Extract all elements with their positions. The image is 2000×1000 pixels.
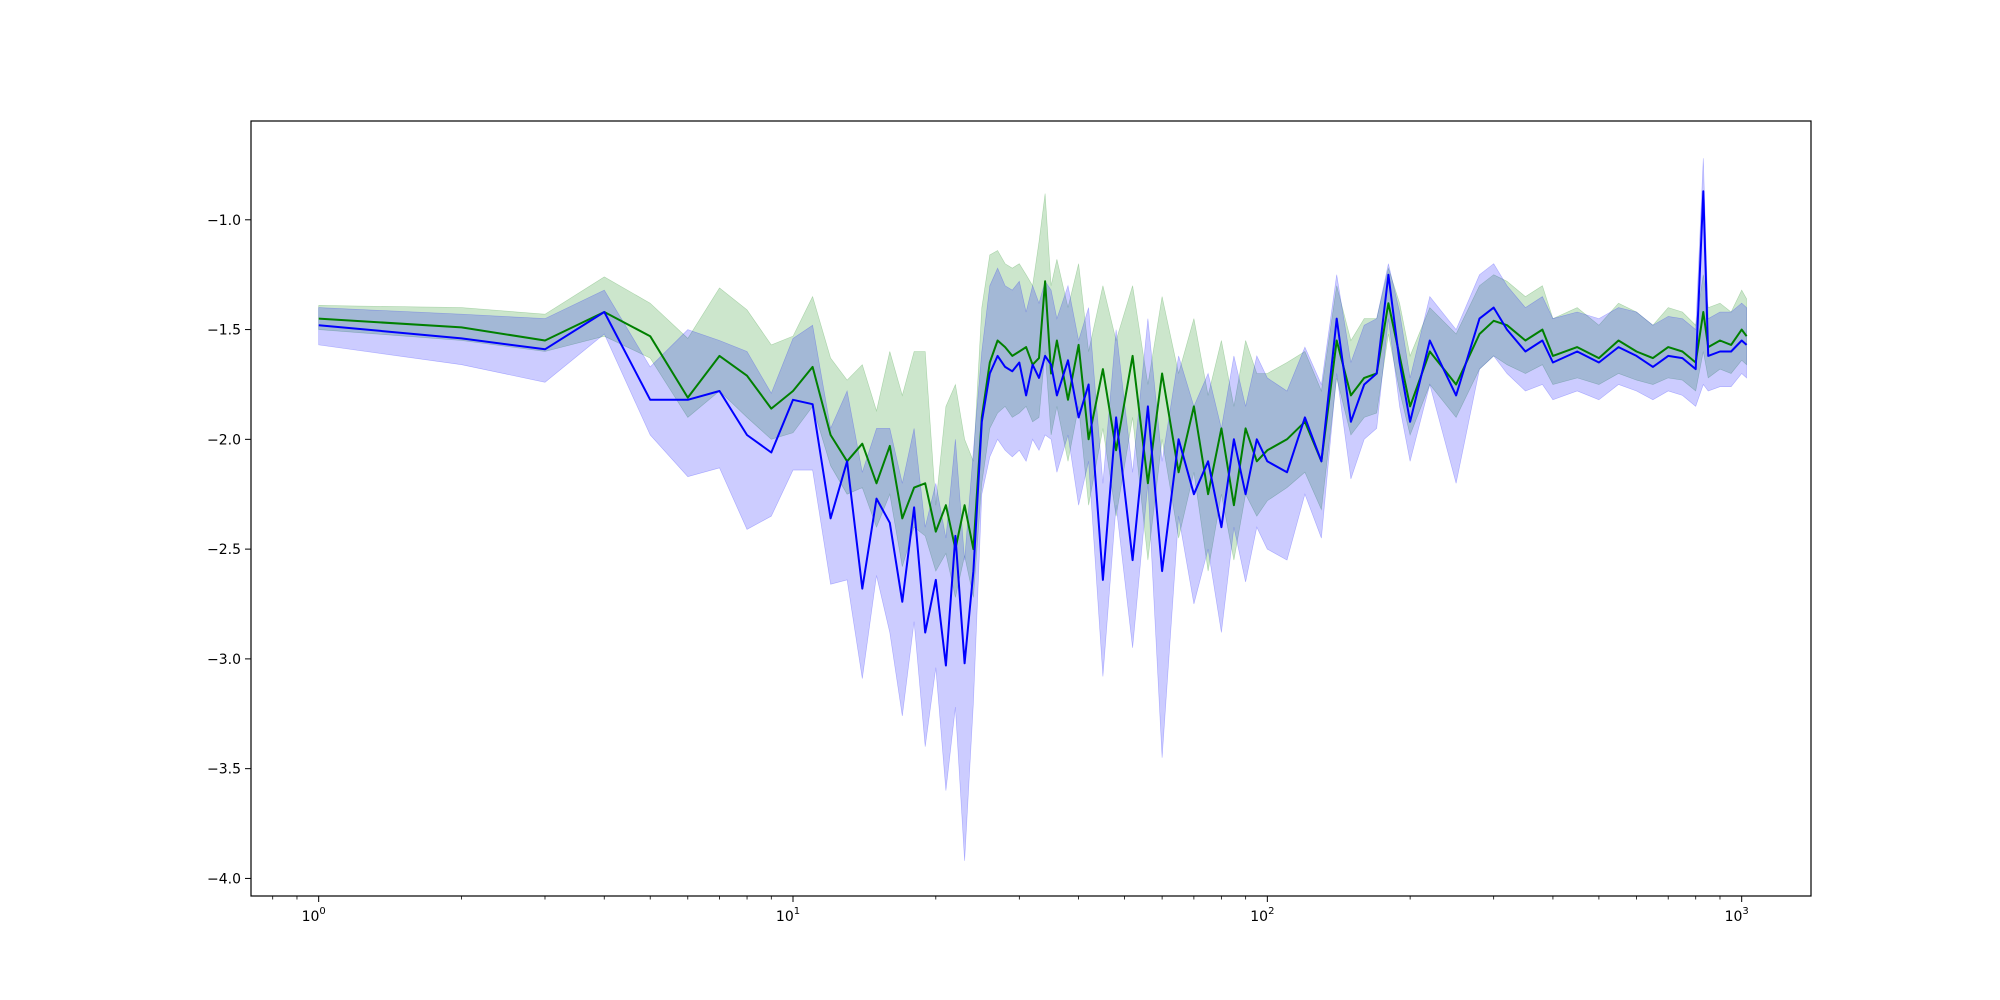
y-tick-label-5: −3.5 xyxy=(207,762,241,778)
x-axis: 100 101 102 103 xyxy=(272,896,1749,925)
y-tick-label-2: −2.0 xyxy=(207,432,241,448)
y-tick-label-1: −1.5 xyxy=(207,323,241,339)
series-2-line xyxy=(318,190,1748,667)
x-tick-label-1: 101 xyxy=(776,906,800,925)
x-tick-label-2: 102 xyxy=(1250,906,1274,925)
y-tick-label-6: −4.0 xyxy=(207,871,241,887)
axes-frame xyxy=(250,120,1812,897)
series-1-line xyxy=(318,280,1748,551)
x-tick-label-3: 103 xyxy=(1725,906,1749,925)
y-tick-label-4: −3.0 xyxy=(207,652,241,668)
y-axis: −1.0 −1.5 −2.0 −2.5 −3.0 −3.5 −4.0 xyxy=(207,213,251,887)
series-1-band xyxy=(318,193,1747,598)
y-tick-label-3: −2.5 xyxy=(207,542,241,558)
series-2-band xyxy=(318,158,1747,861)
x-tick-label-0: 100 xyxy=(302,906,326,925)
plot-area xyxy=(318,158,1748,861)
y-tick-label-0: −1.0 xyxy=(207,213,241,229)
